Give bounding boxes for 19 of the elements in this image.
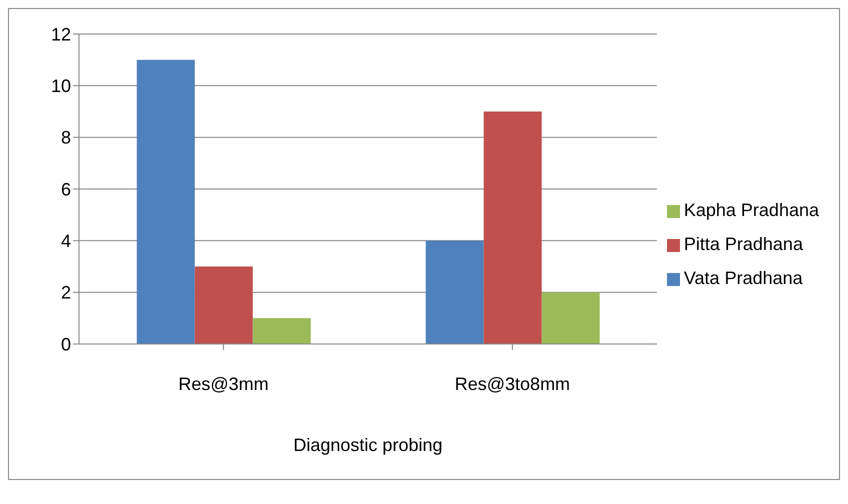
bar — [484, 112, 542, 344]
bar — [194, 266, 253, 344]
x-tick-label: Res@3mm — [178, 374, 269, 394]
bar — [426, 240, 484, 344]
bar — [136, 60, 195, 344]
x-axis-title: Diagnostic probing — [293, 435, 442, 455]
x-tick-label: Res@3to8mm — [454, 374, 570, 394]
bar — [542, 292, 600, 344]
legend-label: Kapha Pradhana — [684, 200, 819, 220]
y-tick-label: 4 — [60, 231, 71, 252]
y-tick-label: 10 — [50, 76, 71, 96]
y-tick-label: 6 — [60, 179, 71, 200]
y-tick-label: 2 — [60, 282, 71, 303]
y-tick-label: 0 — [60, 334, 71, 354]
legend-label: Vata Pradhana — [684, 268, 803, 288]
y-tick-label: 12 — [50, 24, 71, 44]
legend-label: Pitta Pradhana — [684, 234, 803, 254]
bar — [252, 318, 311, 344]
y-tick-label: 8 — [60, 128, 71, 148]
